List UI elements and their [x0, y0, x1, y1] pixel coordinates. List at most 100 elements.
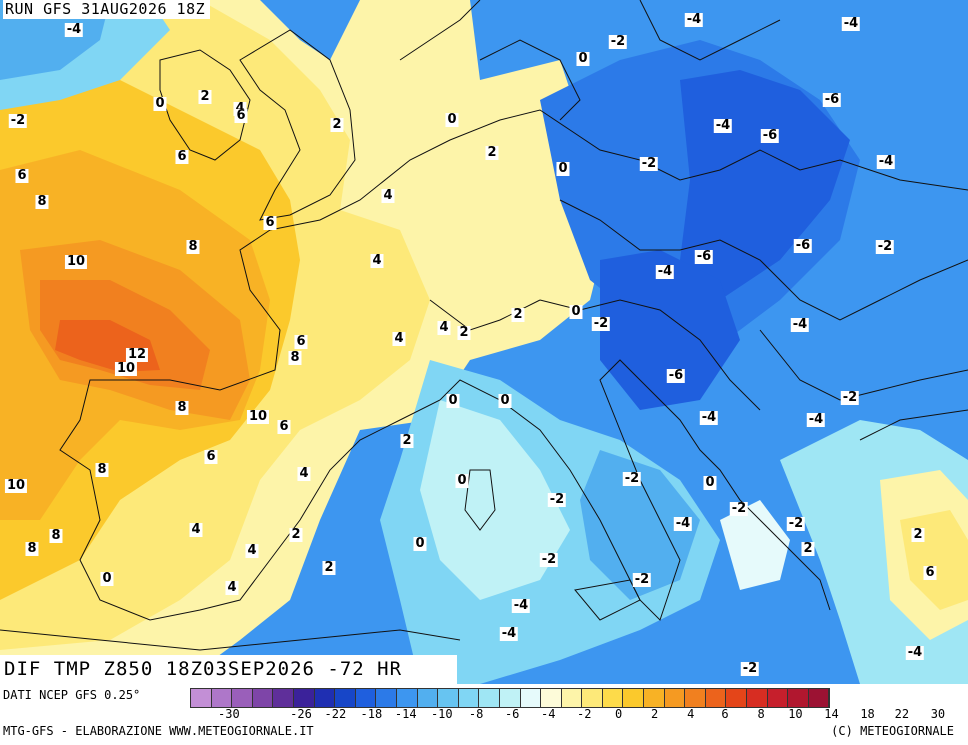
isoline-label: -2 [591, 316, 611, 331]
isoline-label: 4 [381, 188, 395, 203]
isoline-label: -4 [499, 626, 519, 641]
isoline-label: -6 [666, 368, 686, 383]
legend-swatch [211, 689, 233, 707]
isoline-label: 0 [703, 475, 717, 490]
legend-tick-label: -22 [324, 707, 347, 721]
isoline-label: 8 [35, 194, 49, 209]
isoline-label: -6 [694, 249, 714, 264]
isoline-label: 10 [114, 361, 138, 376]
isoline-label: 10 [64, 254, 88, 269]
footer-credits: MTG-GFS - ELABORAZIONE WWW.METEOGIORNALE… [3, 724, 314, 738]
legend-swatch [355, 689, 377, 707]
legend-tick-label: 6 [721, 707, 729, 721]
legend-tick-label: 0 [614, 707, 623, 721]
isoline-label: 6 [204, 449, 218, 464]
isoline-label: -4 [790, 317, 810, 332]
isoline-label: 0 [556, 161, 570, 176]
isoline-label: -4 [684, 12, 704, 27]
isoline-label: -4 [841, 16, 861, 31]
isoline-label: -6 [822, 92, 842, 107]
isoline-label: -2 [729, 501, 749, 516]
legend-swatch [376, 689, 397, 707]
legend-tick-label: -10 [430, 707, 453, 721]
legend-swatch [705, 689, 727, 707]
isoline-label: 0 [100, 571, 114, 586]
legend-tick-label: -30 [218, 707, 240, 721]
legend-swatch [293, 689, 315, 707]
isoline-label: 4 [225, 580, 239, 595]
legend-tick-label: -6 [504, 707, 520, 721]
legend-swatch [396, 689, 418, 707]
isoline-label: 4 [392, 331, 406, 346]
legend-swatch [685, 689, 706, 707]
legend-tick-label: 2 [651, 707, 659, 721]
coastlines [0, 0, 968, 651]
isoline-label: 6 [175, 149, 189, 164]
isoline-label: -2 [740, 661, 760, 676]
isoline-label: -2 [547, 492, 567, 507]
data-source: DATI NCEP GFS 0.25° [3, 688, 141, 702]
legend-swatch [644, 689, 665, 707]
isoline-label: 0 [576, 51, 590, 66]
isoline-label: -4 [655, 264, 675, 279]
color-scale-ticks: -30 -26 -22 -18 -14 -10 -8 -6 -4 -2 0 2 4 6 8 10 14 18 22 3… [190, 707, 966, 723]
isoline-label: 0 [569, 304, 583, 319]
isoline-label: -2 [622, 471, 642, 486]
isoline-label: 8 [49, 528, 63, 543]
isoline-label: 6 [923, 565, 937, 580]
legend-swatch [726, 689, 748, 707]
isoline-label: -4 [64, 22, 84, 37]
isoline-label: 8 [186, 239, 200, 254]
isoline-label: 2 [400, 433, 414, 448]
color-scale-bar [190, 688, 831, 708]
legend-tick-label: -14 [394, 707, 417, 721]
legend-swatch [582, 689, 603, 707]
isoline-label: 12 [125, 347, 149, 362]
isoline-label: -4 [699, 410, 719, 425]
isoline-label: 8 [288, 350, 302, 365]
isoline-label: 2 [511, 307, 525, 322]
isoline-label: 2 [457, 325, 471, 340]
legend-tick-label: 10 [788, 707, 803, 721]
legend-swatch [417, 689, 439, 707]
isoline-label: 2 [801, 541, 815, 556]
legend-swatch [191, 689, 212, 707]
isoline-label: -2 [8, 113, 28, 128]
isoline-label: 4 [245, 543, 259, 558]
isoline-label: -4 [713, 118, 733, 133]
isoline-label: -2 [639, 156, 659, 171]
footer-copyright: (C) METEOGIORNALE [831, 724, 954, 738]
isoline-label: -6 [760, 128, 780, 143]
isoline-label: 4 [189, 522, 203, 537]
isoline-label: 8 [175, 400, 189, 415]
legend-swatch [335, 689, 356, 707]
isoline-label: 10 [4, 478, 28, 493]
legend-tick-label: 4 [687, 707, 695, 721]
isoline-label: 10 [246, 409, 270, 424]
isoline-label: 4 [370, 253, 384, 268]
isoline-label: -4 [806, 412, 826, 427]
legend-tick-label: -4 [540, 707, 556, 721]
legend-swatch [664, 689, 686, 707]
legend-swatch [232, 689, 253, 707]
isoline-label: 2 [911, 527, 925, 542]
temperature-difference-map[interactable]: RUN GFS 31AUG2026 18Z -4-202462020-2-4-4… [0, 0, 968, 684]
isoline-label: -2 [786, 516, 806, 531]
isoline-label: 6 [294, 334, 308, 349]
isoline-label: -2 [539, 552, 559, 567]
isoline-label: 4 [437, 320, 451, 335]
legend-swatch [499, 689, 521, 707]
legend-swatch [438, 689, 459, 707]
isoline-label: -2 [632, 572, 652, 587]
legend-tick-label: 8 [757, 707, 765, 721]
legend-swatch [520, 689, 542, 707]
legend-swatch [747, 689, 768, 707]
legend-swatch [458, 689, 480, 707]
map-title: DIF TMP Z850 18Z03SEP2026 -72 HR [0, 655, 457, 684]
isoline-label: -4 [905, 645, 925, 660]
isoline-label: -4 [511, 598, 531, 613]
isoline-label: 0 [455, 473, 469, 488]
legend-tick-label: 30 [930, 707, 946, 721]
legend-tick-label: -18 [360, 707, 383, 721]
